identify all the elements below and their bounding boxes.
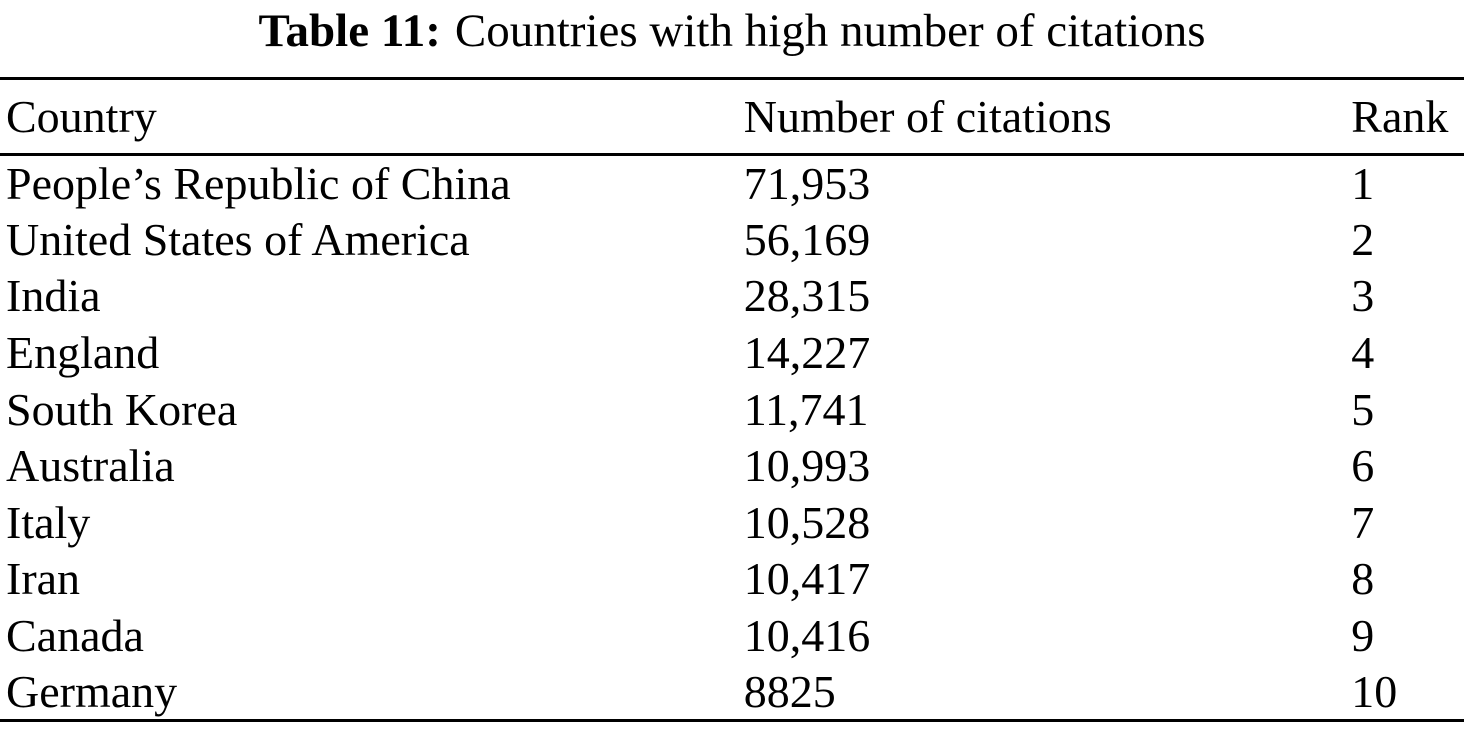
rank-cell: 8 [1351,553,1375,605]
table-row: People’s Republic of China 71,953 1 [0,155,1464,212]
citations-cell: 10,993 [743,440,871,492]
rank-cell: 3 [1351,270,1375,322]
rank-cell: 5 [1351,383,1375,435]
header-row: Country Number of citations Rank [0,78,1464,156]
citations-cell: 11,741 [743,383,869,435]
country-cell: England [6,327,160,379]
citations-cell: 8825 [743,665,836,717]
column-header-rank: Rank [1351,78,1464,156]
rank-cell: 9 [1351,610,1375,662]
country-cell: Iran [6,553,81,605]
country-cell: Australia [6,440,175,492]
table-row: United States of America 56,169 2 [0,211,1464,268]
citations-cell: 10,416 [743,610,871,662]
table-row: Italy 10,528 7 [0,494,1464,551]
country-cell: United States of America [6,213,470,265]
citations-cell: 56,169 [743,213,871,265]
rank-cell: 2 [1351,213,1375,265]
country-cell: Canada [6,610,144,662]
citations-cell: 14,227 [743,327,871,379]
table-row: India 28,315 3 [0,268,1464,325]
citations-table-body: People’s Republic of China 71,953 1 United … [0,155,1464,721]
column-header-country: Country [0,78,744,156]
column-header-citations: Number of citations [743,78,1352,156]
table-row: Australia 10,993 6 [0,437,1464,494]
table-row: England 14,227 4 [0,324,1464,381]
rank-cell: 7 [1351,496,1375,548]
table-caption: Table 11: Countries with high number of c… [0,0,1464,77]
citations-cell: 71,953 [743,158,871,210]
citations-cell: 10,417 [743,553,871,605]
table-row: Canada 10,416 9 [0,607,1464,664]
table-row: South Korea 11,741 5 [0,381,1464,438]
rank-cell: 4 [1351,327,1375,379]
table-caption-label: Table 11: [258,5,441,57]
table-row: Germany 8825 10 [0,664,1464,721]
country-cell: South Korea [6,383,238,435]
country-cell: Italy [6,496,91,548]
rank-cell: 10 [1351,665,1398,717]
citations-cell: 28,315 [743,270,871,322]
country-cell: Germany [6,665,178,717]
rank-cell: 6 [1351,440,1375,492]
rank-cell: 1 [1351,158,1375,210]
citations-cell: 10,528 [743,496,871,548]
citations-table: Country Number of citations Rank People’… [0,77,1464,722]
table-caption-text: Countries with high number of citations [454,5,1206,57]
table-row: Iran 10,417 8 [0,551,1464,608]
country-cell: India [6,270,101,322]
country-cell: People’s Republic of China [6,158,511,210]
citations-table-header: Country Number of citations Rank [0,78,1464,156]
